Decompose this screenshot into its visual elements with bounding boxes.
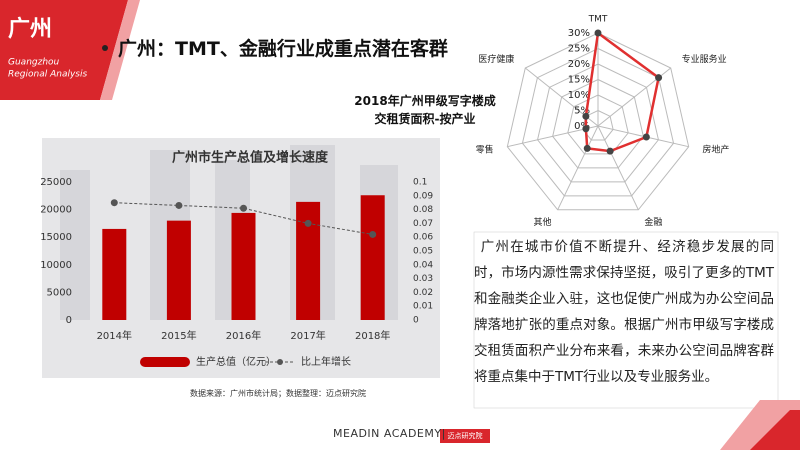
y2-tick-label: 0.04 — [413, 260, 433, 270]
grid-ring — [521, 47, 675, 197]
text-box — [473, 231, 779, 409]
city-en: Guangzhou — [8, 58, 60, 68]
x-tick-label: 2017年 — [290, 329, 325, 342]
r-tick-label: 10% — [568, 90, 590, 101]
y2-tick-label: 0.1 — [413, 178, 427, 188]
legend-label: 比上年增长 — [301, 355, 351, 368]
x-tick-label: 2014年 — [97, 329, 132, 342]
slide-title: 广州：TMT、金融行业成重点潜在客群 — [118, 38, 448, 60]
axis-label: 金融 — [644, 216, 662, 228]
grid-ring — [506, 32, 690, 211]
axis-label: 其他 — [534, 216, 552, 228]
y-tick-label: 10000 — [40, 260, 72, 271]
legend-swatch — [277, 359, 283, 365]
r-tick-label: 20% — [568, 59, 590, 70]
radar-axis — [557, 125, 599, 211]
axis-label: TMT — [588, 15, 608, 25]
y2-tick-label: 0.09 — [413, 191, 433, 201]
y-tick-label: 0 — [66, 315, 72, 326]
y-tick-label: 5000 — [47, 287, 72, 298]
radar-point — [642, 133, 650, 141]
bar — [360, 195, 385, 320]
line-point — [369, 230, 377, 238]
grid-ring — [537, 63, 659, 183]
radar-point — [655, 74, 663, 82]
line-point — [110, 199, 118, 207]
r-tick-label: 25% — [568, 44, 590, 55]
line-point — [175, 201, 183, 209]
legend-swatch — [140, 357, 190, 367]
y2-tick-label: 0.01 — [413, 302, 433, 312]
y2-tick-label: 0.08 — [413, 205, 433, 215]
x-tick-label: 2015年 — [161, 329, 196, 342]
r-tick-label: 5% — [574, 106, 590, 117]
r-tick-label: 30% — [568, 28, 590, 39]
bar — [102, 228, 127, 320]
y2-tick-label: 0.02 — [413, 288, 433, 298]
y2-tick-label: 0.07 — [413, 219, 433, 229]
city-name: 广州 — [8, 16, 52, 42]
y-tick-label: 15000 — [40, 232, 72, 243]
radar-point — [582, 125, 590, 133]
grid-ring — [552, 78, 644, 169]
y-tick-label: 25000 — [40, 177, 72, 188]
radar-point — [582, 112, 590, 120]
axis-label: 医疗健康 — [478, 53, 514, 65]
grid-ring — [567, 94, 629, 155]
line — [114, 202, 373, 235]
y2-tick-label: 0.06 — [413, 233, 433, 243]
y2-tick-label: 0.05 — [413, 247, 433, 257]
y2-tick-label: 0 — [413, 316, 419, 326]
bullet — [102, 45, 108, 51]
logo-box — [440, 429, 490, 443]
footer-brand: MEADIN ACADEMY| — [333, 427, 446, 440]
r-tick-label: 15% — [568, 75, 590, 86]
header-box — [0, 0, 128, 100]
radar-point — [594, 29, 602, 37]
chart-title: 广州市生产总值及增长速度 — [172, 150, 329, 166]
logo-text: 迈点研究院 — [448, 431, 483, 440]
axis-label: 专业服务业 — [682, 53, 727, 65]
bar — [296, 201, 321, 320]
source: 数据来源：广州市统计局；数据整理：迈点研究院 — [190, 389, 366, 398]
radar-axis — [597, 125, 639, 211]
line-point — [240, 204, 247, 212]
axis-label: 房地产 — [702, 143, 729, 155]
bar — [231, 212, 256, 320]
paragraph: 广州在城市价值不断提升、经济稳步发展的同时，市场内源性需求保持坚挺，吸引了更多的… — [474, 239, 774, 385]
header-stripe — [100, 0, 140, 100]
x-tick-label: 2016年 — [226, 329, 261, 342]
bar — [166, 220, 191, 320]
radar-point — [606, 147, 614, 155]
axis-label: 零售 — [476, 143, 494, 155]
corner-deco — [750, 410, 800, 450]
line-point — [304, 219, 312, 227]
y2-tick-label: 0.03 — [413, 274, 433, 284]
city-en: Regional Analysis — [8, 70, 87, 80]
y-tick-label: 20000 — [40, 205, 72, 216]
chart-title: 2018年广州甲级写字楼成交租赁面积-按产业 — [354, 94, 496, 126]
x-tick-label: 2018年 — [355, 329, 390, 342]
radar-point — [583, 144, 591, 152]
legend-label: 生产总值（亿元） — [196, 355, 276, 368]
r-tick-label: 0% — [574, 121, 590, 132]
